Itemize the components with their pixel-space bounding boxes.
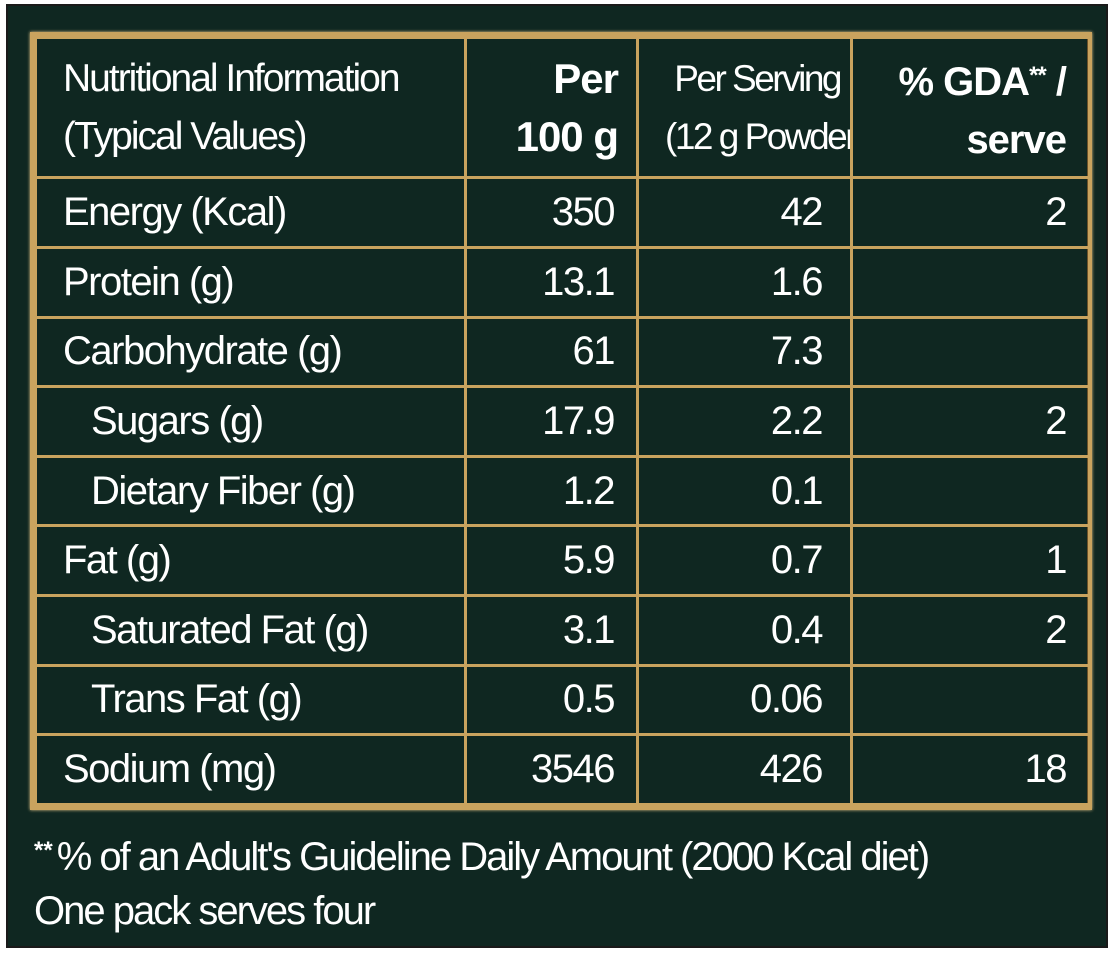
row-gda bbox=[850, 315, 1091, 389]
gda-prefix: % GDA bbox=[898, 59, 1031, 104]
row-serving: 0.7 bbox=[636, 524, 853, 598]
header-per-serving: Per Serving (12 g Powder) bbox=[636, 35, 853, 180]
header-gda: % GDA** / serve bbox=[850, 35, 1091, 180]
header-gda-line1: % GDA** / bbox=[879, 47, 1068, 111]
header-serving-line1: Per Serving bbox=[674, 57, 842, 99]
row-gda: 2 bbox=[850, 176, 1091, 249]
table-row: Trans Fat (g) 0.5 0.06 bbox=[34, 663, 1091, 737]
table-row: Sugars (g) 17.9 2.2 2 bbox=[34, 385, 1091, 458]
row-name: Sugars (g) bbox=[34, 385, 467, 458]
row-per100: 3.1 bbox=[464, 594, 639, 667]
table-row: Fat (g) 5.9 0.7 1 bbox=[34, 524, 1091, 598]
row-serving: 0.4 bbox=[636, 594, 853, 667]
gda-suffix: / bbox=[1045, 59, 1067, 104]
row-name: Carbohydrate (g) bbox=[34, 315, 467, 389]
row-name: Energy (Kcal) bbox=[34, 176, 467, 249]
table-row: Carbohydrate (g) 61 7.3 bbox=[34, 315, 1091, 389]
header-row: Nutritional Information (Typical Values)… bbox=[34, 35, 1091, 180]
row-name: Sodium (mg) bbox=[34, 733, 467, 806]
row-name: Trans Fat (g) bbox=[34, 663, 467, 737]
row-name: Dietary Fiber (g) bbox=[34, 454, 467, 528]
row-name: Fat (g) bbox=[34, 524, 467, 598]
row-gda: 18 bbox=[850, 733, 1091, 806]
header-per-100g: Per 100 g bbox=[464, 35, 639, 180]
row-serving: 7.3 bbox=[636, 315, 853, 389]
row-gda bbox=[850, 663, 1091, 737]
row-gda: 2 bbox=[850, 594, 1091, 667]
footnote-text: % of an Adult's Guideline Daily Amount (… bbox=[56, 835, 931, 879]
table-row: Protein (g) 13.1 1.6 bbox=[34, 245, 1091, 319]
gda-footnote-mark: ** bbox=[1029, 61, 1047, 89]
table-row: Saturated Fat (g) 3.1 0.4 2 bbox=[34, 594, 1091, 667]
serves-note: One pack serves four bbox=[34, 889, 376, 933]
header-per100-line1: Per bbox=[553, 54, 619, 102]
table-row: Energy (Kcal) 350 42 2 bbox=[34, 176, 1091, 249]
footnote-mark: ** bbox=[34, 837, 53, 864]
header-per100-line2: 100 g bbox=[515, 112, 619, 160]
row-per100: 61 bbox=[464, 315, 639, 389]
header-name-line2: (Typical Values) bbox=[63, 114, 308, 158]
table-row: Sodium (mg) 3546 426 18 bbox=[34, 733, 1091, 806]
row-serving: 42 bbox=[636, 176, 853, 249]
row-serving: 0.1 bbox=[636, 454, 853, 528]
row-gda: 1 bbox=[850, 524, 1091, 598]
row-serving: 0.06 bbox=[636, 663, 853, 737]
nutrition-table-frame: Nutritional Information (Typical Values)… bbox=[30, 32, 1092, 810]
row-per100: 13.1 bbox=[464, 245, 639, 319]
table-row: Dietary Fiber (g) 1.2 0.1 bbox=[34, 454, 1091, 528]
nutrition-panel: Nutritional Information (Typical Values)… bbox=[6, 4, 1108, 948]
row-per100: 5.9 bbox=[464, 524, 639, 598]
row-gda bbox=[850, 454, 1091, 528]
row-per100: 1.2 bbox=[464, 454, 639, 528]
row-name: Saturated Fat (g) bbox=[34, 594, 467, 667]
row-gda: 2 bbox=[850, 385, 1091, 458]
row-name: Protein (g) bbox=[34, 245, 467, 319]
row-serving: 1.6 bbox=[636, 245, 853, 319]
row-per100: 3546 bbox=[464, 733, 639, 806]
row-per100: 350 bbox=[464, 176, 639, 249]
row-serving: 426 bbox=[636, 733, 853, 806]
row-per100: 17.9 bbox=[464, 385, 639, 458]
footnote-gda: **% of an Adult's Guideline Daily Amount… bbox=[34, 824, 1104, 884]
row-per100: 0.5 bbox=[464, 663, 639, 737]
header-name-line1: Nutritional Information bbox=[63, 56, 401, 100]
row-gda bbox=[850, 245, 1091, 319]
header-nutritional-information: Nutritional Information (Typical Values) bbox=[34, 35, 467, 180]
header-gda-line2: serve bbox=[966, 117, 1067, 162]
header-serving-line2: (12 g Powder) bbox=[665, 115, 852, 157]
footnote: **% of an Adult's Guideline Daily Amount… bbox=[34, 824, 1104, 938]
nutrition-table: Nutritional Information (Typical Values)… bbox=[34, 35, 1091, 806]
row-serving: 2.2 bbox=[636, 385, 853, 458]
